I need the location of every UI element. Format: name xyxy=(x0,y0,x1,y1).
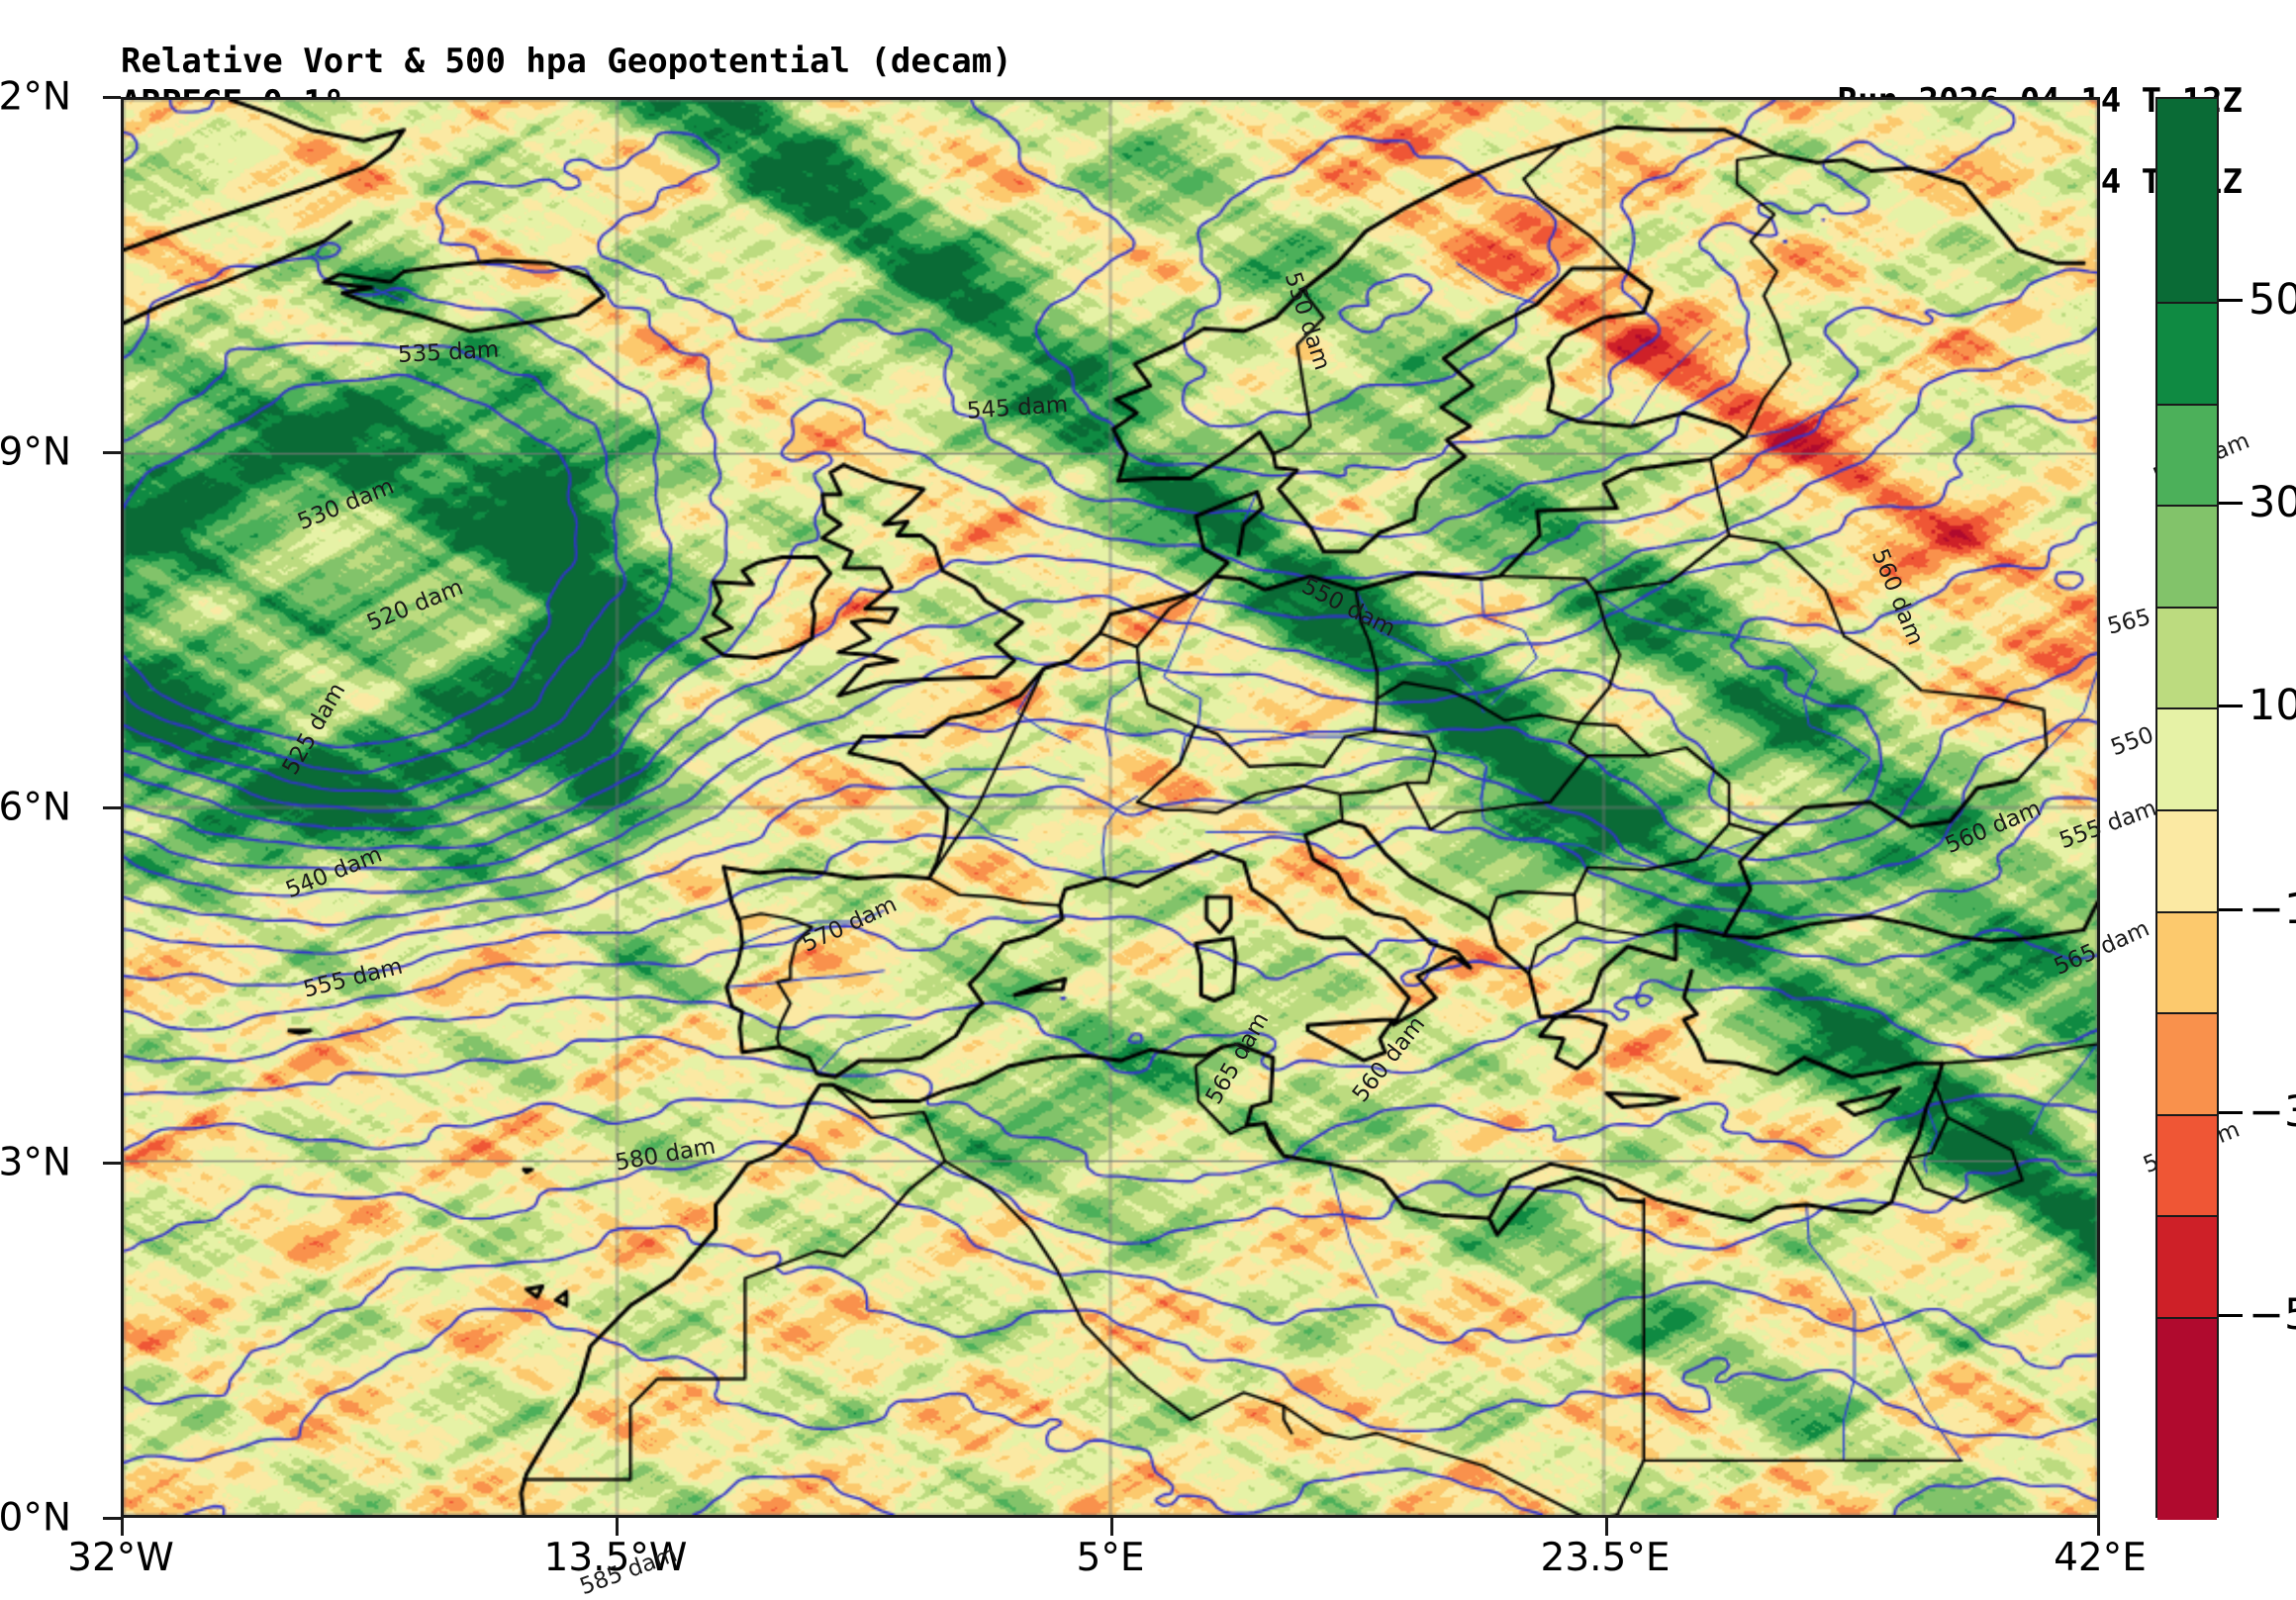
x-axis-tick-mark xyxy=(121,1518,124,1536)
colorbar-band xyxy=(2157,505,2217,607)
y-axis-tick-label: 46°N xyxy=(0,785,71,830)
x-axis-tick-label: 23.5°E xyxy=(1540,1536,1671,1580)
colorbar-band xyxy=(2157,1113,2217,1216)
y-axis-tick-label: 59°N xyxy=(0,429,71,475)
colorbar-band-divider xyxy=(2157,403,2217,406)
colorbar-band-divider xyxy=(2157,1012,2217,1015)
colorbar-band xyxy=(2157,1012,2217,1114)
colorbar-tick-label: −30 xyxy=(2248,1086,2296,1137)
colorbar-band xyxy=(2157,302,2217,404)
colorbar-band xyxy=(2157,809,2217,911)
y-axis-tick-label: 33°N xyxy=(0,1140,71,1185)
colorbar-band-divider xyxy=(2157,1316,2217,1319)
x-axis-tick-mark xyxy=(616,1518,619,1536)
chart-title: Relative Vort & 500 hpa Geopotential (de… xyxy=(121,42,1012,81)
colorbar-band-divider xyxy=(2157,809,2217,811)
contour-height-label: 535 dam xyxy=(397,336,500,368)
chart-header: Relative Vort & 500 hpa Geopotential (de… xyxy=(0,0,2296,202)
x-axis-tick-mark xyxy=(2097,1518,2100,1536)
colorbar-tick-label: −50 xyxy=(2248,1289,2296,1340)
y-axis-tick-mark xyxy=(103,806,121,809)
colorbar-tick-mark xyxy=(2219,907,2243,911)
colorbar-tick-mark xyxy=(2219,502,2243,506)
colorbar-band-divider xyxy=(2157,1113,2217,1116)
map-plot-area xyxy=(121,97,2100,1518)
colorbar-band-divider xyxy=(2157,910,2217,913)
x-axis-tick-mark xyxy=(1605,1518,1608,1536)
colorbar-tick-label: 30 xyxy=(2248,478,2296,528)
colorbar-band xyxy=(2157,707,2217,809)
colorbar-band xyxy=(2157,1215,2217,1317)
colorbar-tick-mark xyxy=(2219,299,2243,303)
y-axis-tick-label: 72°N xyxy=(0,74,71,120)
colorbar-band-divider xyxy=(2157,505,2217,508)
colorbar-tick-mark xyxy=(2219,705,2243,708)
colorbar-tick-mark xyxy=(2219,1313,2243,1317)
colorbar-tick-label: −10 xyxy=(2248,884,2296,934)
colorbar-band xyxy=(2157,1316,2217,1520)
y-axis-tick-mark xyxy=(103,1162,121,1165)
x-axis-tick-label: 32°W xyxy=(67,1536,174,1580)
colorbar xyxy=(2155,97,2219,1520)
colorbar-band xyxy=(2157,910,2217,1013)
y-axis-tick-mark xyxy=(103,96,121,99)
colorbar-band xyxy=(2157,606,2217,708)
y-axis-tick-label: 20°N xyxy=(0,1495,71,1541)
colorbar-band-divider xyxy=(2157,707,2217,710)
x-axis-tick-mark xyxy=(1110,1518,1113,1536)
colorbar-tick-mark xyxy=(2219,1110,2243,1114)
y-axis-tick-mark xyxy=(103,1517,121,1520)
colorbar-band-divider xyxy=(2157,606,2217,609)
colorbar-tick-label: 50 xyxy=(2248,275,2296,326)
vorticity-map xyxy=(124,100,2097,1515)
colorbar-band xyxy=(2157,403,2217,506)
x-axis-tick-label: 42°E xyxy=(2054,1536,2147,1580)
colorbar-tick-label: 10 xyxy=(2248,681,2296,731)
x-axis-tick-label: 13.5°W xyxy=(543,1536,688,1580)
y-axis-tick-mark xyxy=(103,451,121,454)
colorbar-band-divider xyxy=(2157,1215,2217,1218)
colorbar-band xyxy=(2157,99,2217,303)
x-axis-tick-label: 5°E xyxy=(1076,1536,1145,1580)
colorbar-band-divider xyxy=(2157,302,2217,305)
